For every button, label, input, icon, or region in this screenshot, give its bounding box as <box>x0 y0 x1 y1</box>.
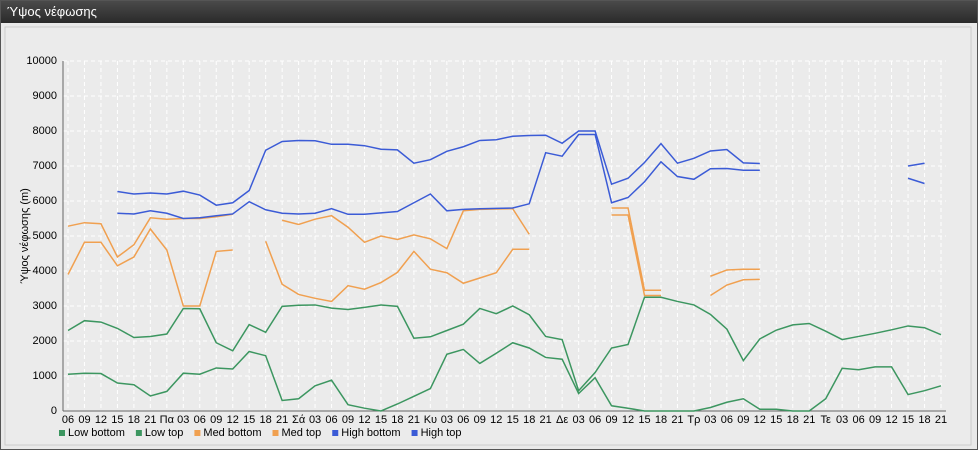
x-tick-label: 06 <box>853 414 865 426</box>
y-tick-label: 10000 <box>26 55 57 67</box>
x-tick-label: 06 <box>721 414 733 426</box>
legend-label: Low bottom <box>68 427 125 439</box>
x-tick-label: 21 <box>276 414 288 426</box>
legend-swatch <box>59 430 65 436</box>
x-tick-label: 09 <box>737 414 749 426</box>
x-tick-label: 09 <box>869 414 881 426</box>
y-tick-label: 3000 <box>33 300 57 312</box>
chart-background <box>4 26 972 446</box>
x-tick-label: 18 <box>655 414 667 426</box>
x-tick-label: 15 <box>638 414 650 426</box>
y-tick-label: 4000 <box>33 265 57 277</box>
y-tick-label: 7000 <box>33 160 57 172</box>
x-tick-label: 15 <box>902 414 914 426</box>
series-line <box>117 130 925 206</box>
x-tick-label: 21 <box>144 414 156 426</box>
chart: Ύψος νέφωσης (m) 0 1000 2000 3000 4000 5000 60… <box>4 26 972 446</box>
x-tick-label: 12 <box>490 414 502 426</box>
x-tick-label: 06 <box>325 414 337 426</box>
x-tick-label: 09 <box>605 414 617 426</box>
x-tick-label: 18 <box>787 414 799 426</box>
legend-swatch <box>135 430 142 436</box>
legend-label: Med bottom <box>203 427 261 439</box>
x-tick-label: 06 <box>457 414 469 426</box>
x-tick-label: 03 <box>441 414 453 426</box>
x-tick-label: 18 <box>523 414 535 426</box>
y-tick-label: 2000 <box>33 335 57 347</box>
series-line <box>67 296 942 393</box>
x-tick-label: 06 <box>589 414 601 426</box>
x-tick-label: 18 <box>128 414 140 426</box>
x-tick-label: 21 <box>540 414 552 426</box>
x-tick-label: 06 <box>194 414 206 426</box>
x-tick-label: 21 <box>803 414 815 426</box>
x-tick-label: 21 <box>935 414 947 426</box>
series-line <box>117 133 925 220</box>
y-tick-label: 5000 <box>33 230 57 242</box>
x-tick-label: 03 <box>177 414 189 426</box>
y-tick-label: 6000 <box>33 195 57 207</box>
x-tick-label: Κυ <box>424 414 437 426</box>
x-tick-label: 18 <box>918 414 930 426</box>
legend-swatch <box>332 430 339 436</box>
x-tick-label: 06 <box>62 414 74 426</box>
y-tick-label: 8000 <box>33 125 57 137</box>
legend-label: High top <box>421 427 462 439</box>
legend-swatch <box>194 430 201 436</box>
x-tick-label: 09 <box>474 414 486 426</box>
legend-swatch <box>272 430 279 436</box>
x-tick-label: 09 <box>210 414 222 426</box>
x-tick-label: 18 <box>391 414 403 426</box>
x-tick-label: 12 <box>622 414 634 426</box>
x-tick-label: 21 <box>671 414 683 426</box>
x-tick-label: 12 <box>358 414 370 426</box>
series-line <box>67 207 760 291</box>
x-tick-label: 15 <box>375 414 387 426</box>
legend-label: Low top <box>145 427 184 439</box>
x-tick-label: 09 <box>78 414 90 426</box>
legend-swatch <box>411 430 418 436</box>
x-tick-label: 15 <box>111 414 123 426</box>
series-line <box>67 214 760 307</box>
x-tick-label: 03 <box>836 414 848 426</box>
x-tick-label: Δε <box>556 414 568 426</box>
x-tick-label: Πα <box>160 414 175 426</box>
x-tick-label: 12 <box>754 414 766 426</box>
y-tick-label: 1000 <box>33 370 57 382</box>
x-tick-label: 12 <box>95 414 107 426</box>
x-tick-label: 21 <box>408 414 420 426</box>
x-tick-label: 03 <box>704 414 716 426</box>
x-tick-label: Τε <box>820 414 831 426</box>
y-axis-label: Ύψος νέφωσης (m) <box>19 188 31 284</box>
series-line <box>67 341 942 412</box>
x-tick-label: 15 <box>770 414 782 426</box>
legend-label: Med top <box>282 427 322 439</box>
y-tick-label: 9000 <box>33 90 57 102</box>
x-tick-label: 09 <box>342 414 354 426</box>
x-tick-label: Σά <box>292 414 306 426</box>
x-tick-label: Τρ <box>687 414 700 426</box>
y-tick-label: 0 <box>51 405 57 417</box>
x-tick-label: 18 <box>260 414 272 426</box>
legend-label: High bottom <box>341 427 400 439</box>
x-tick-label: 03 <box>572 414 584 426</box>
x-tick-label: 15 <box>243 414 255 426</box>
x-tick-label: 03 <box>309 414 321 426</box>
x-tick-label: 12 <box>227 414 239 426</box>
x-tick-label: 15 <box>507 414 519 426</box>
window-title: Ύψος νέφωσης <box>1 1 977 23</box>
x-tick-label: 12 <box>885 414 897 426</box>
